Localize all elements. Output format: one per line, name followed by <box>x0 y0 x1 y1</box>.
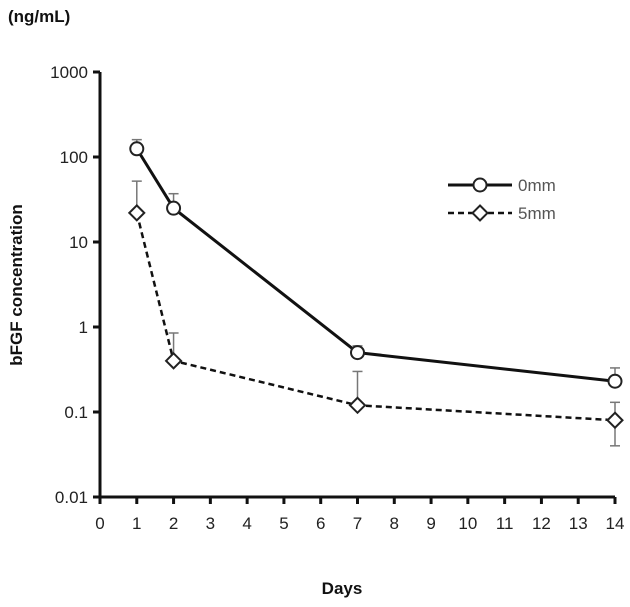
x-tick-label: 11 <box>496 514 514 533</box>
legend-marker <box>472 177 488 193</box>
x-tick-label: 9 <box>426 514 435 533</box>
data-point-0mm <box>607 373 623 389</box>
x-tick-label: 4 <box>242 514 251 533</box>
series-layer <box>127 138 624 447</box>
legend-label: 0mm <box>518 176 556 195</box>
legend-marker <box>471 204 489 222</box>
x-tick-label: 14 <box>606 514 625 533</box>
x-tick-label: 10 <box>458 514 477 533</box>
x-tick-label: 13 <box>569 514 588 533</box>
y-tick-label: 10 <box>69 233 88 252</box>
x-tick-label: 12 <box>532 514 551 533</box>
data-point-0mm <box>350 345 365 361</box>
y-unit-label: (ng/mL) <box>8 7 70 26</box>
y-axis-title: bFGF concentration <box>7 204 26 366</box>
x-tick-label: 1 <box>132 514 141 533</box>
legend-label: 5mm <box>518 204 556 223</box>
y-tick-label: 0.1 <box>64 403 88 422</box>
data-point-5mm <box>348 396 367 415</box>
data-point-0mm <box>129 141 145 157</box>
x-tick-label: 2 <box>169 514 178 533</box>
x-tick-label: 5 <box>279 514 288 533</box>
series-line-5mm <box>135 212 616 422</box>
x-tick-label: 7 <box>353 514 362 533</box>
series-line-0mm <box>135 147 616 383</box>
y-tick-label: 0.01 <box>55 488 88 507</box>
x-tick-label: 0 <box>95 514 104 533</box>
data-point-5mm <box>127 203 146 222</box>
series-5mm <box>127 180 624 447</box>
x-axis-title: Days <box>322 579 363 598</box>
y-tick-label: 1 <box>79 318 88 337</box>
legend-entry-5mm: 5mm <box>448 204 556 223</box>
data-point-5mm <box>164 351 183 370</box>
data-point-0mm <box>166 200 182 216</box>
y-tick-label: 1000 <box>50 63 88 82</box>
legend-entry-0mm: 0mm <box>448 176 556 195</box>
x-tick-label: 8 <box>390 514 399 533</box>
x-tick-label: 3 <box>206 514 215 533</box>
y-tick-label: 100 <box>60 148 88 167</box>
x-tick-label: 6 <box>316 514 325 533</box>
data-point-5mm <box>606 411 624 430</box>
series-0mm <box>129 138 623 389</box>
